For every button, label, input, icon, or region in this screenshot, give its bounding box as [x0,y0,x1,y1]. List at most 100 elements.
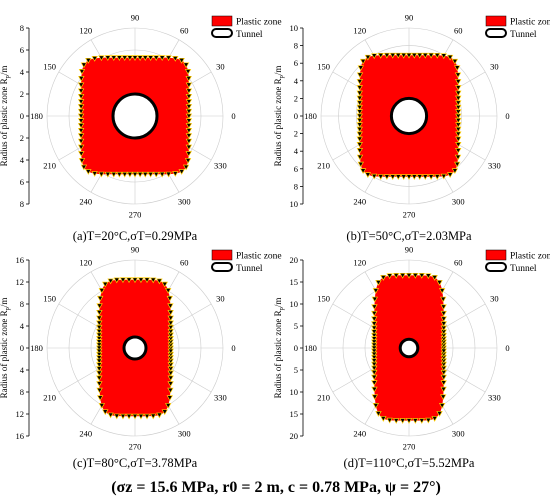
plastic-zone-marker [143,413,151,420]
plastic-zone-marker [440,348,447,355]
plastic-zone-marker [380,275,387,281]
plastic-zone-marker [356,95,363,102]
plastic-zone-marker [102,409,109,416]
plastic-zone-marker [405,52,413,59]
plastic-zone-marker [161,281,168,288]
plastic-zone-marker [96,387,103,394]
plastic-zone-marker [172,56,179,62]
plastic-zone-marker [184,158,192,164]
plastic-zone-marker [182,62,190,69]
radial-tick-label: 4 [20,321,25,331]
plastic-zone-marker [96,339,103,346]
plastic-zone-marker [440,296,447,303]
legend-label-plastic: Plastic zone [236,252,282,262]
plastic-zone-marker [454,65,461,72]
plastic-zone-marker [78,158,86,164]
angle-tick-label: 270 [129,210,142,220]
plastic-zone-marker [371,365,378,372]
plastic-zone-marker [77,113,85,120]
plastic-zone-marker [156,278,163,285]
plastic-zone-marker [126,171,134,178]
plastic-zone-marker [440,173,447,180]
radial-tick-label: 10 [290,387,299,397]
plastic-zone-marker [131,277,139,284]
plastic-zone-marker [446,172,454,179]
plastic-zone-marker [96,332,103,339]
radial-tick-label: 4 [20,365,25,375]
legend: Plastic zone Tunnel [485,249,550,274]
plastic-zone-marker [121,55,128,62]
plastic-zone-marker [121,171,128,178]
plastic-zone-marker [166,395,173,402]
plastic-zone-marker [371,354,378,361]
legend-swatch-plastic [211,249,233,261]
radial-tick-label: 4 [20,155,25,165]
angle-tick-label: 90 [131,12,140,22]
plastic-zone-marker [356,109,363,116]
plastic-zone-marker [80,164,88,171]
angle-tick-label: 270 [129,442,142,452]
plastic-zone-marker [356,104,363,111]
plastic-zone-marker [371,336,378,343]
angle-tick-label: 330 [214,160,227,170]
plastic-zone-marker [77,82,85,89]
angle-tick-label: 240 [79,196,92,206]
radial-axis-title: Radius of plastic zone Rp/m [273,298,285,399]
angle-tick-label: 330 [488,160,501,170]
plastic-zone-marker [371,386,378,393]
angle-tick-label: 300 [452,196,465,206]
angle-tick-label: 120 [353,258,366,268]
angle-tick-label: 0 [231,111,235,121]
angle-tick-label: 180 [30,111,43,121]
plastic-zone-marker [431,275,438,281]
plastic-zone-marker [372,403,380,409]
plastic-zone-marker [153,55,160,62]
radial-tick-label: 4 [294,146,299,156]
tunnel-circle [122,335,148,361]
radial-tick-label: 6 [20,45,24,55]
plastic-zone-marker [96,381,103,387]
plastic-zone-marker [77,104,85,110]
angle-tick-label: 150 [317,294,330,304]
plastic-zone-marker [455,142,462,148]
legend: Plastic zone Tunnel [485,15,550,40]
plastic-zone-marker [377,52,384,59]
plastic-zone-marker [356,90,363,97]
radial-tick-label: 15 [290,409,299,419]
radial-tick-label: 6 [294,164,298,174]
angle-tick-label: 240 [353,196,366,206]
plastic-zone-marker [377,174,384,180]
plastic-zone-marker [371,380,378,387]
plastic-zone-marker [438,288,446,294]
plastic-zone-marker [412,272,419,279]
plastic-zone-marker [142,171,149,178]
plastic-zone-marker [77,88,85,95]
plastic-zone-marker [142,55,149,62]
plastic-zone-marker [77,99,85,105]
plastic-zone-marker [96,342,103,349]
plastic-zone-marker [436,280,443,286]
plastic-zone-marker [364,172,372,179]
radial-axis-title-sub: p [4,307,11,310]
radial-tick-label: 8 [20,23,24,33]
plastic-zone-marker [131,171,139,178]
plastic-zone-marker [178,169,185,175]
angle-tick-label: 120 [79,258,92,268]
polar-panel: 0 30 60 90 120 150 180 210 240 270 300 330 8 6 4 2 0 2 4 6 8… [0,12,282,243]
radial-axis-title-unit: /m [273,66,283,76]
radial-axis-title: Radius of plastic zone Rp/m [0,66,11,167]
plastic-zone-marker [172,171,179,177]
plastic-zone-marker [451,58,459,65]
plastic-zone-marker [371,316,378,323]
radial-tick-label: 2 [20,89,24,99]
plastic-zone-marker [371,361,378,368]
plastic-zone-marker [371,351,378,358]
legend-label-tunnel: Tunnel [510,30,537,40]
plastic-zone-marker [440,394,447,401]
plastic-zone-marker [427,174,435,181]
plastic-zone-marker [96,348,103,355]
plastic-zone-marker [434,52,441,59]
radial-tick-label: 8 [294,41,298,51]
plastic-zone-marker [77,138,85,145]
